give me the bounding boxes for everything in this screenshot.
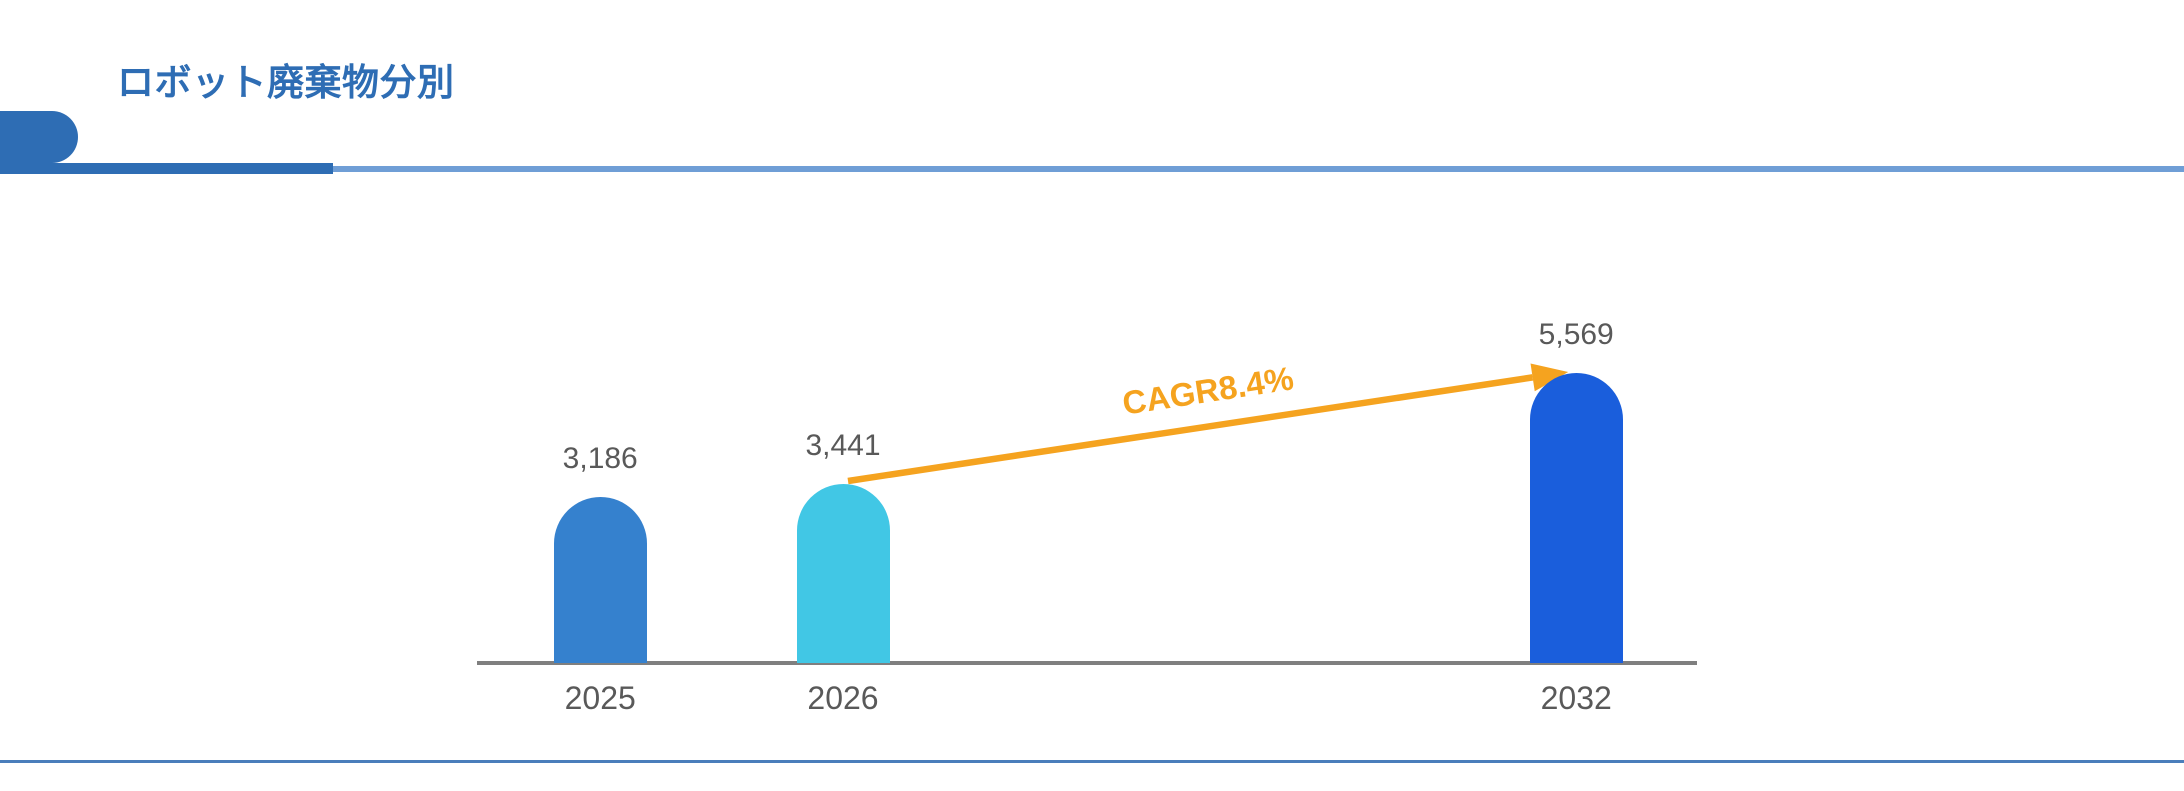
cagr-annotation: CAGR8.4% [1120, 358, 1297, 422]
bar-2025 [553, 497, 647, 663]
category-label-2026: 2026 [807, 680, 879, 716]
header-rule-thin [333, 166, 2184, 172]
bottom-border-line [0, 760, 2184, 763]
x-axis-line [477, 661, 1697, 665]
header-rule-thick [0, 163, 333, 174]
value-label-2032: 5,569 [1538, 318, 1614, 351]
value-label-2026: 3,441 [805, 429, 881, 462]
page-title: ロボット廃棄物分別 [117, 62, 455, 103]
category-label-2025: 2025 [564, 680, 636, 716]
title-accent-shape [0, 111, 78, 163]
value-label-2025: 3,186 [562, 442, 638, 475]
bar-2026 [796, 484, 890, 663]
bar-2032 [1529, 373, 1623, 663]
category-label-2032: 2032 [1540, 680, 1612, 716]
